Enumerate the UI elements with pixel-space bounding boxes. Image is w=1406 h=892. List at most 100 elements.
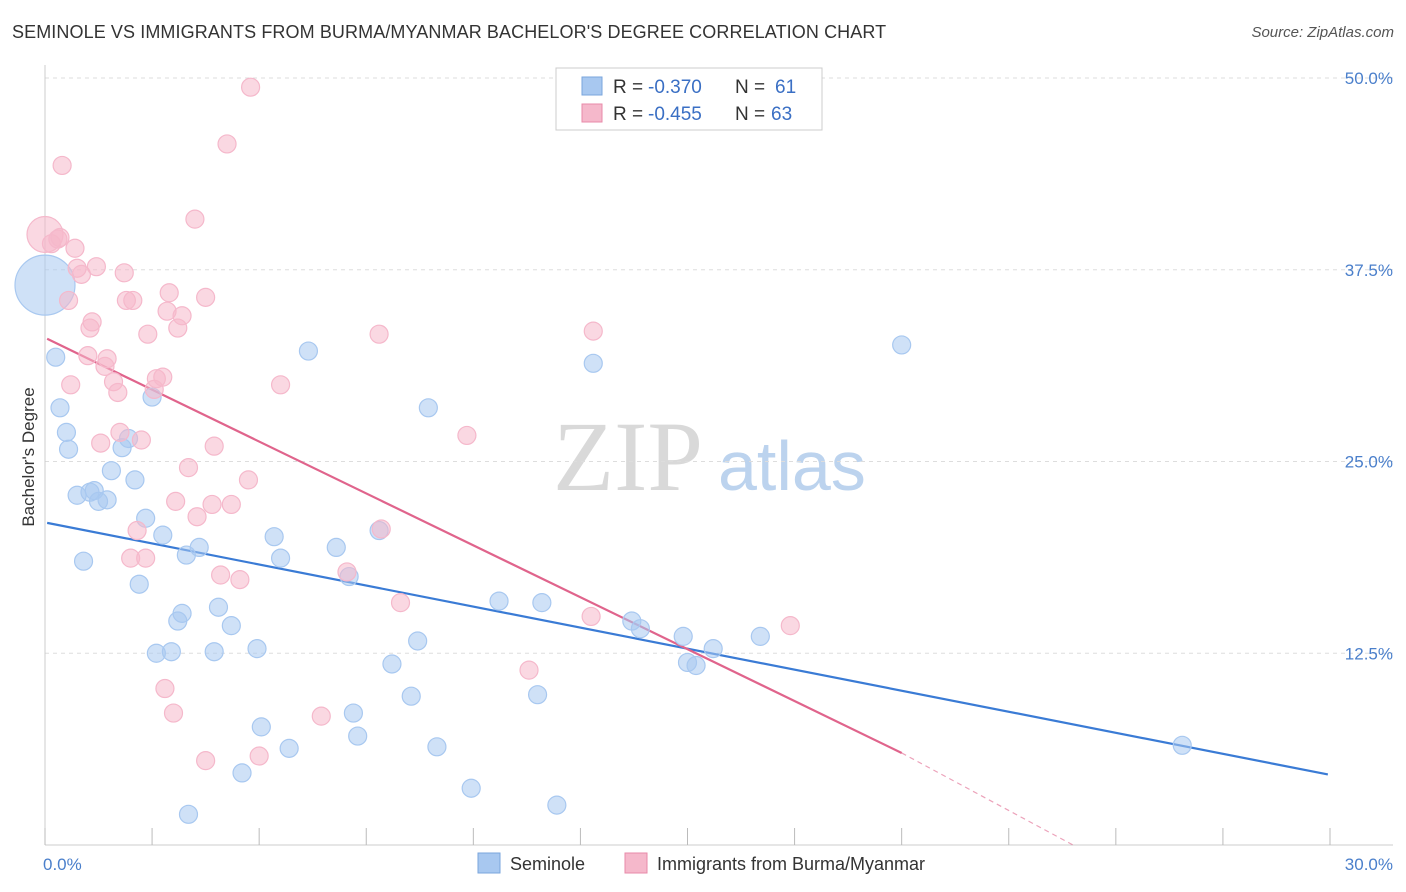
point-seminole-15 — [129, 574, 149, 594]
point-burma-47 — [221, 494, 241, 515]
point-burma-44 — [204, 436, 224, 456]
legend-r-label-2: R = — [613, 104, 643, 125]
point-seminole-44 — [418, 398, 438, 418]
y-tick-label-2: 37.5% — [1345, 261, 1393, 280]
point-burma-40 — [187, 507, 207, 527]
point-burma-31 — [155, 678, 175, 699]
trend-lines — [46, 337, 1329, 846]
point-seminole-11 — [101, 461, 121, 481]
point-seminole-51 — [583, 353, 603, 373]
axes — [44, 65, 1393, 846]
point-burma-26 — [136, 548, 156, 568]
point-burma-48 — [230, 570, 250, 590]
point-seminole-30 — [247, 639, 267, 659]
watermark-atlas: atlas — [718, 427, 866, 505]
point-seminole-31 — [251, 717, 271, 737]
point-burma-3 — [50, 227, 70, 248]
point-seminole-14 — [125, 470, 145, 490]
point-burma-62 — [780, 616, 800, 636]
point-burma-19 — [110, 422, 130, 442]
y-tick-label-0: 12.5% — [1345, 644, 1393, 663]
x-tick-label-max: 30.0% — [1345, 855, 1393, 874]
point-burma-25 — [131, 430, 151, 450]
y-tick-label-3: 50.0% — [1345, 69, 1393, 88]
point-burma-51 — [249, 746, 269, 766]
point-seminole-28 — [221, 616, 241, 636]
point-burma-20 — [114, 263, 134, 283]
point-seminole-27 — [208, 597, 229, 617]
point-seminole-41 — [382, 654, 402, 674]
point-seminole-53 — [630, 619, 650, 639]
point-seminole-4 — [58, 439, 79, 459]
point-burma-56 — [369, 324, 389, 344]
point-burma-34 — [163, 703, 184, 723]
point-burma-7 — [65, 238, 85, 258]
bottom-legend-swatch-seminole — [477, 852, 501, 874]
point-seminole-33 — [270, 548, 291, 568]
point-burma-16 — [97, 349, 117, 369]
y-tick-label-1: 25.0% — [1345, 453, 1393, 472]
point-seminole-54 — [673, 626, 693, 646]
point-burma-43 — [202, 494, 222, 515]
trend-line-burma — [46, 337, 903, 754]
point-burma-54 — [337, 562, 357, 582]
bottom-legend-label-burma: Immigrants from Burma/Myanmar — [657, 854, 925, 874]
bottom-legend-swatch-burma — [624, 852, 648, 874]
grid-lines — [45, 77, 1393, 654]
point-seminole-2 — [50, 398, 70, 418]
source-credit: Source: ZipAtlas.com — [1251, 24, 1394, 41]
tick-labels: 12.5% 25.0% 37.5% 50.0% 0.0% 30.0% — [43, 69, 1393, 874]
x-tick-label-min: 0.0% — [43, 855, 82, 874]
point-burma-55 — [371, 519, 391, 539]
point-burma-27 — [138, 324, 158, 344]
point-seminole-43 — [408, 631, 428, 651]
legend-r-value-2: -0.455 — [648, 104, 702, 125]
point-seminole-57 — [703, 639, 723, 659]
point-seminole-46 — [461, 778, 481, 798]
point-seminole-34 — [279, 738, 299, 758]
point-seminole-59 — [892, 335, 912, 355]
point-burma-52 — [270, 375, 291, 395]
chart-title: SEMINOLE VS IMMIGRANTS FROM BURMA/MYANMA… — [12, 22, 887, 42]
point-seminole-48 — [532, 593, 552, 613]
point-seminole-60 — [1172, 735, 1192, 755]
legend-swatch-seminole — [581, 76, 603, 96]
point-burma-9 — [71, 264, 92, 284]
point-seminole-20 — [161, 642, 181, 662]
point-burma-50 — [241, 77, 261, 97]
point-burma-12 — [82, 312, 102, 332]
point-burma-6 — [61, 375, 81, 395]
data-points — [14, 77, 1192, 824]
legend-swatch-burma — [581, 103, 603, 123]
legend-r-value-1: -0.370 — [648, 77, 702, 98]
point-seminole-58 — [750, 626, 770, 646]
point-burma-30 — [153, 367, 173, 387]
point-seminole-29 — [232, 763, 252, 783]
point-burma-18 — [108, 382, 128, 403]
point-burma-59 — [519, 660, 539, 680]
point-seminole-45 — [427, 737, 447, 757]
point-seminole-36 — [326, 537, 346, 558]
point-seminole-26 — [204, 642, 224, 662]
watermark-zip: ZIP — [553, 401, 703, 512]
point-seminole-1 — [46, 347, 66, 367]
point-seminole-56 — [686, 655, 706, 676]
point-burma-23 — [123, 290, 143, 311]
point-burma-14 — [91, 433, 111, 453]
point-burma-35 — [166, 491, 186, 511]
point-seminole-19 — [153, 525, 173, 545]
legend-r-label-1: R = — [613, 77, 643, 98]
point-seminole-38 — [343, 703, 363, 723]
point-burma-4 — [52, 155, 72, 176]
point-burma-39 — [185, 209, 205, 229]
stats-legend: R = -0.370 N = 61 R = -0.455 N = 63 — [555, 67, 823, 131]
point-seminole-3 — [56, 422, 77, 442]
bottom-legend-label-seminole: Seminole — [510, 854, 585, 874]
point-seminole-32 — [264, 527, 284, 547]
point-seminole-49 — [527, 685, 548, 705]
point-burma-46 — [217, 134, 237, 154]
point-burma-24 — [127, 520, 147, 541]
point-burma-33 — [159, 283, 179, 303]
point-seminole-22 — [172, 603, 192, 623]
